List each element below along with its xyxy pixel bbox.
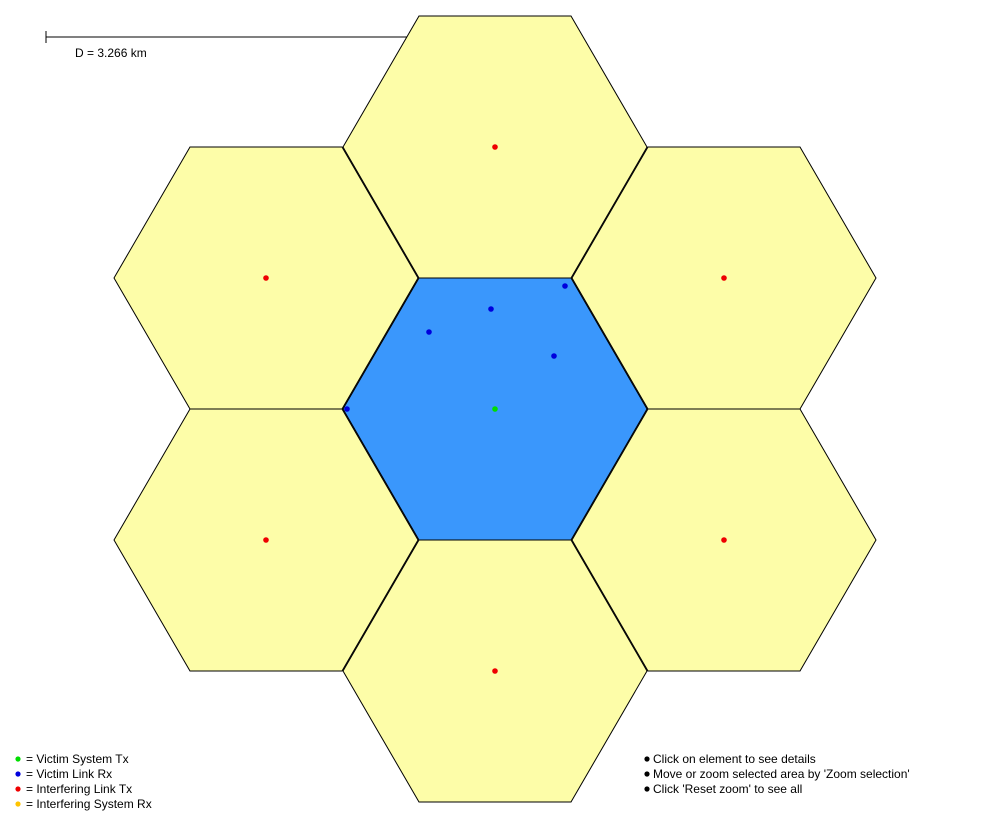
interfering-link-tx-marker[interactable] bbox=[263, 537, 269, 543]
interfering-link-tx-marker[interactable] bbox=[492, 144, 498, 150]
scale-bar: D = 3.266 km bbox=[45, 31, 407, 60]
hint-bullet-icon bbox=[644, 786, 650, 792]
markers-layer bbox=[263, 144, 727, 674]
legend-item-interfering-link-tx: = Interfering Link Tx bbox=[15, 782, 132, 796]
legend-label: = Victim System Tx bbox=[26, 752, 129, 766]
victim-link-rx-marker[interactable] bbox=[562, 283, 568, 289]
legend-label: = Victim Link Rx bbox=[26, 767, 112, 781]
victim-system-tx-marker[interactable] bbox=[492, 406, 498, 412]
interfering-link-tx-marker[interactable] bbox=[721, 537, 727, 543]
victim-link-rx-marker[interactable] bbox=[551, 353, 557, 359]
legend-item-interfering-system-rx: = Interfering System Rx bbox=[15, 797, 152, 811]
legend-label: = Interfering Link Tx bbox=[26, 782, 132, 796]
usage-hints: Click on element to see details Move or … bbox=[644, 752, 910, 796]
scale-bar-label: D = 3.266 km bbox=[75, 46, 147, 60]
hint-bullet-icon bbox=[644, 756, 650, 762]
legend: = Victim System Tx = Victim Link Rx = In… bbox=[15, 752, 152, 811]
victim-link-rx-marker[interactable] bbox=[488, 306, 494, 312]
legend-item-victim-system-tx: = Victim System Tx bbox=[15, 752, 129, 766]
interfering-link-tx-marker[interactable] bbox=[492, 668, 498, 674]
interfering-link-tx-marker[interactable] bbox=[263, 275, 269, 281]
legend-yellow-dot-icon bbox=[15, 801, 21, 807]
legend-label: = Interfering System Rx bbox=[26, 797, 152, 811]
victim-link-rx-marker[interactable] bbox=[344, 406, 350, 412]
hint-label: Click 'Reset zoom' to see all bbox=[653, 782, 802, 796]
hint-item: Click on element to see details bbox=[644, 752, 816, 766]
hint-item: Move or zoom selected area by 'Zoom sele… bbox=[644, 767, 910, 781]
legend-item-victim-link-rx: = Victim Link Rx bbox=[15, 767, 112, 781]
legend-green-dot-icon bbox=[15, 756, 21, 762]
interfering-link-tx-marker[interactable] bbox=[721, 275, 727, 281]
hint-item: Click 'Reset zoom' to see all bbox=[644, 782, 802, 796]
legend-blue-dot-icon bbox=[15, 771, 21, 777]
hint-label: Click on element to see details bbox=[653, 752, 816, 766]
legend-red-dot-icon bbox=[15, 786, 21, 792]
hint-bullet-icon bbox=[644, 771, 650, 777]
victim-link-rx-marker[interactable] bbox=[426, 329, 432, 335]
hint-label: Move or zoom selected area by 'Zoom sele… bbox=[653, 767, 910, 781]
